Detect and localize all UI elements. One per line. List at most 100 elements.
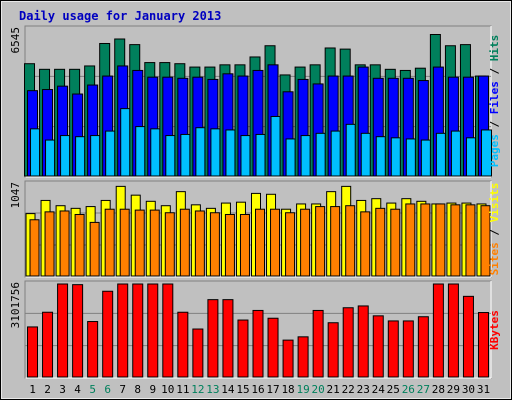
bar-sites-day-3: [59, 210, 70, 277]
bar-sites-day-10: [164, 212, 175, 277]
bar-kbytes-day-23: [357, 305, 369, 378]
bar-pages-day-17: [270, 115, 282, 177]
bar-kbytes-day-26: [402, 320, 414, 378]
bar-pages-day-31: [480, 129, 492, 177]
bar-kbytes-day-5: [87, 321, 99, 378]
bar-kbytes-day-7: [117, 283, 129, 378]
legend-kbytes: KBytes: [488, 310, 501, 350]
bar-kbytes-day-1: [27, 326, 39, 378]
x-tick-label-day-31: 31: [477, 383, 490, 396]
legend-item-hits: Hits: [488, 35, 501, 62]
bar-pages-day-21: [330, 130, 342, 177]
bar-sites-day-16: [255, 208, 265, 277]
bar-kbytes-day-12: [192, 328, 204, 378]
bar-kbytes-day-13: [207, 299, 219, 378]
bar-pages-day-8: [135, 126, 147, 177]
bar-kbytes-day-22: [342, 307, 354, 378]
bar-pages-day-27: [420, 139, 432, 177]
legend-item-pages: Pages: [488, 134, 501, 167]
bar-kbytes-day-16: [252, 309, 264, 378]
bar-sites-day-8: [134, 209, 145, 277]
bar-pages-day-16: [255, 133, 267, 177]
legend-item-visits: Visits: [488, 183, 501, 223]
bar-pages-day-13: [210, 128, 222, 177]
panel-kbytes: 3101756: [9, 280, 492, 379]
bar-sites-day-27: [420, 203, 431, 277]
bar-pages-day-10: [165, 135, 177, 177]
bar-sites-day-26: [405, 203, 416, 277]
bar-sites-day-14: [224, 213, 235, 277]
x-tick-label-day-25: 25: [387, 383, 400, 396]
x-tick-label-day-7: 7: [119, 383, 126, 396]
x-tick-label-day-26: 26: [402, 383, 415, 396]
bar-kbytes-day-29: [447, 283, 459, 378]
bar-sites-day-18: [285, 212, 296, 277]
bar-kbytes-day-15: [237, 319, 249, 378]
bar-kbytes-day-2: [42, 311, 54, 378]
bar-kbytes-day-3: [57, 283, 69, 378]
bar-sites-day-23: [360, 211, 371, 277]
bar-kbytes-day-27: [417, 316, 429, 378]
bar-pages-day-23: [360, 132, 372, 177]
bar-pages-day-30: [465, 137, 477, 177]
bar-kbytes-day-17: [267, 317, 279, 378]
bar-sites-day-25: [390, 208, 401, 277]
bar-sites-day-15: [239, 213, 250, 277]
bar-pages-day-24: [375, 136, 387, 177]
bar-pages-day-14: [225, 129, 237, 177]
bar-sites-day-2: [44, 211, 55, 277]
bar-kbytes-day-25: [387, 320, 399, 378]
bar-pages-day-19: [300, 135, 312, 177]
x-tick-label-day-15: 15: [236, 383, 249, 396]
legend-separator: /: [488, 61, 501, 81]
bar-pages-day-25: [390, 137, 402, 177]
bar-sites-day-6: [104, 208, 115, 277]
x-tick-label-day-30: 30: [462, 383, 475, 396]
legend-separator: /: [488, 114, 501, 134]
x-tick-label-day-11: 11: [176, 383, 189, 396]
bar-sites-day-1: [29, 219, 40, 277]
x-tick-label-day-14: 14: [221, 383, 235, 396]
x-tick-label-day-27: 27: [417, 383, 430, 396]
bar-sites-day-31: [480, 205, 491, 277]
x-tick-label-day-12: 12: [191, 383, 204, 396]
legend-separator: /: [488, 222, 501, 242]
bar-pages-day-12: [195, 127, 207, 177]
bar-sites-day-20: [315, 206, 326, 277]
bar-pages-day-7: [120, 108, 132, 177]
bar-pages-day-9: [150, 128, 162, 177]
bar-pages-day-4: [75, 136, 87, 177]
x-tick-label-day-9: 9: [149, 383, 156, 396]
panel-hits-files-pages: 6545: [9, 25, 492, 178]
bar-kbytes-day-9: [147, 283, 159, 378]
bar-sites-day-30: [465, 204, 476, 277]
bar-sites-day-12: [194, 210, 205, 277]
bar-sites-day-24: [375, 207, 386, 277]
bar-pages-day-2: [45, 139, 57, 177]
bar-pages-day-26: [405, 138, 417, 177]
x-tick-label-day-6: 6: [104, 383, 111, 396]
bar-sites-day-11: [179, 208, 190, 277]
bar-kbytes-day-8: [132, 283, 144, 378]
bar-kbytes-day-14: [222, 299, 234, 378]
bar-pages-day-3: [60, 135, 72, 177]
y-max-label-visits-sites: 1047: [9, 182, 22, 209]
bar-sites-day-17: [270, 208, 281, 277]
y-max-label-kbytes: 3101756: [9, 282, 22, 328]
x-tick-label-day-10: 10: [161, 383, 174, 396]
x-tick-label-day-17: 17: [266, 383, 279, 396]
legend-item-sites: Sites: [488, 242, 501, 275]
x-tick-label-day-4: 4: [74, 383, 81, 396]
bar-kbytes-day-19: [297, 336, 309, 378]
bar-kbytes-day-28: [432, 283, 444, 378]
bar-pages-day-29: [450, 130, 462, 177]
bar-pages-day-6: [105, 130, 117, 177]
bar-sites-day-5: [89, 221, 100, 277]
panel-visits-sites: 1047: [9, 180, 492, 278]
x-tick-label-day-18: 18: [281, 383, 294, 396]
bar-sites-day-19: [300, 208, 311, 277]
bar-sites-day-9: [149, 209, 160, 277]
